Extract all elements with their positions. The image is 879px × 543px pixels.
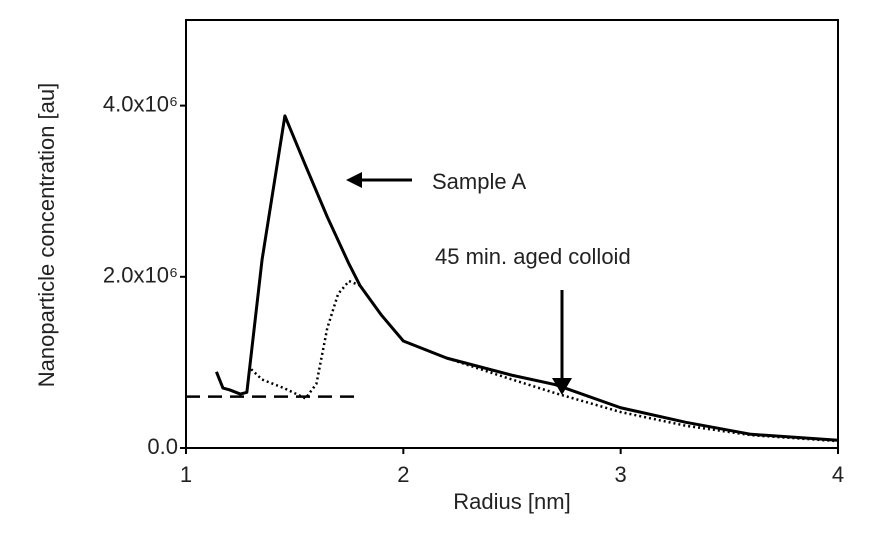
series-line: [250, 279, 839, 443]
series-line: [215, 114, 839, 442]
x-axis-label: Radius [nm]: [453, 489, 570, 514]
y-tick-label: 2.0x10⁶: [103, 263, 178, 288]
annotation: Sample A: [432, 169, 526, 194]
y-axis-label: Nanoparticle concentration [au]: [34, 83, 59, 388]
y-tick-label: 0.0: [147, 434, 178, 459]
annotation: 45 min. aged colloid: [435, 244, 631, 269]
x-tick-label: 2: [397, 462, 409, 487]
plot-frame: [185, 19, 839, 449]
x-tick-label: 1: [180, 462, 192, 487]
y-tick-label: 4.0x10⁶: [103, 91, 178, 116]
arrow-head: [346, 172, 362, 188]
x-tick-label: 4: [832, 462, 844, 487]
x-tick-label: 3: [615, 462, 627, 487]
